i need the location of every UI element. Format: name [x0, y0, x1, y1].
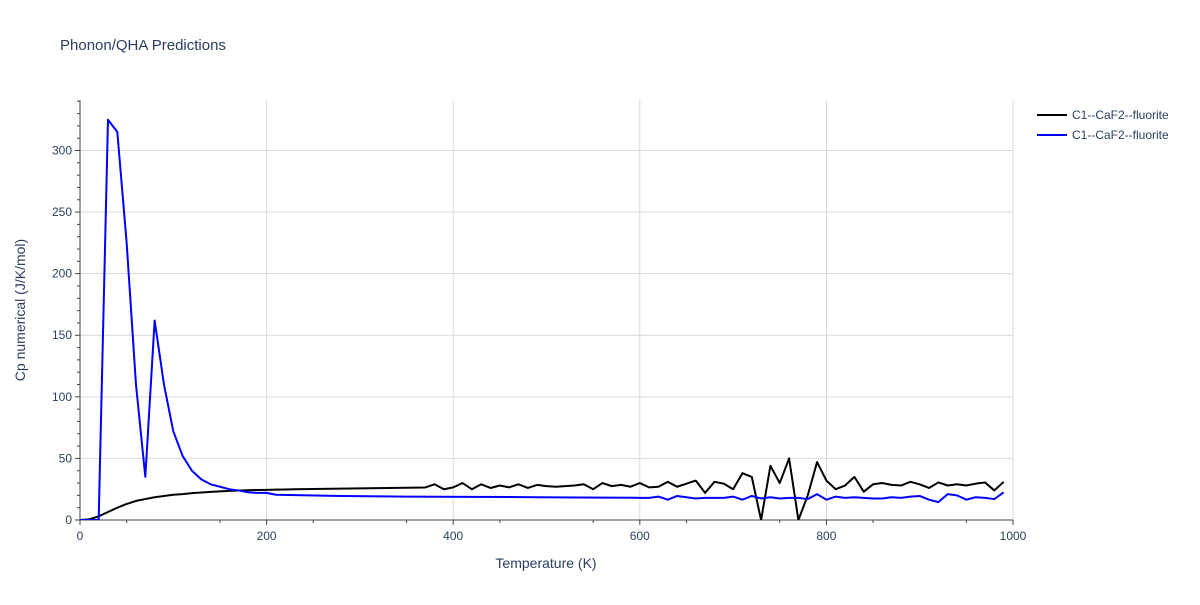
x-axis-title: Temperature (K)	[495, 555, 596, 571]
y-tick-label: 100	[52, 390, 72, 404]
x-tick-label: 600	[630, 529, 650, 543]
x-tick-label: 800	[816, 529, 836, 543]
y-tick-label: 0	[65, 513, 72, 527]
legend-item-2[interactable]: C1--CaF2--fluorite	[1037, 128, 1169, 142]
x-tick-label: 1000	[1000, 529, 1027, 543]
legend-label: C1--CaF2--fluorite	[1072, 108, 1169, 122]
x-tick-label: 200	[257, 529, 277, 543]
legend-item-1[interactable]: C1--CaF2--fluorite	[1037, 108, 1169, 122]
legend-label: C1--CaF2--fluorite	[1072, 128, 1169, 142]
grid-layer	[80, 100, 1014, 520]
y-tick-label: 300	[52, 143, 72, 157]
chart-title: Phonon/QHA Predictions	[60, 37, 226, 54]
x-tick-label: 0	[77, 529, 84, 543]
series-line-2[interactable]	[80, 118, 1005, 520]
y-tick-label: 200	[52, 267, 72, 281]
series-layer	[80, 118, 1005, 520]
y-tick-label: 250	[52, 205, 72, 219]
y-axis-title: Cp numerical (J/K/mol)	[12, 239, 28, 381]
legend[interactable]: C1--CaF2--fluorite C1--CaF2--fluorite	[1037, 108, 1169, 142]
y-tick-label: 150	[52, 328, 72, 342]
y-tick-label: 50	[59, 451, 73, 465]
x-tick-label: 400	[443, 529, 463, 543]
axis-layer: 0 200 400 600 800 1000 0 50 100 150 200 250 300	[52, 100, 1027, 543]
